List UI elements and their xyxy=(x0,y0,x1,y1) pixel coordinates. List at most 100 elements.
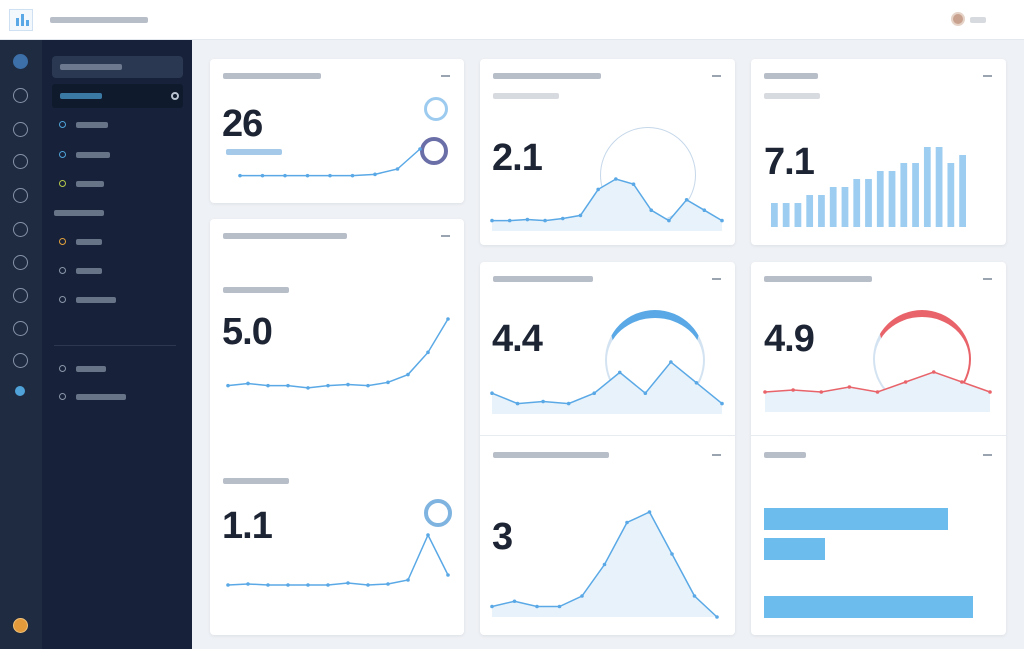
sparkline-a xyxy=(238,147,422,178)
user-name[interactable] xyxy=(970,17,986,23)
icon-rail xyxy=(0,40,42,649)
data-point xyxy=(446,317,450,321)
metric-value: 1.1 xyxy=(222,505,273,547)
sidebar-item-active[interactable] xyxy=(52,84,183,108)
horizontal-bar xyxy=(764,596,974,618)
bar xyxy=(818,195,825,227)
circle-icon xyxy=(59,121,66,128)
data-point xyxy=(306,386,310,390)
layers-icon[interactable] xyxy=(13,222,28,237)
sidebar-item[interactable] xyxy=(52,113,183,137)
data-point xyxy=(625,520,629,525)
data-point xyxy=(246,381,250,386)
data-point xyxy=(238,173,242,178)
area-fill xyxy=(492,179,722,231)
app-logo xyxy=(9,9,33,31)
data-point xyxy=(602,562,607,567)
card-title xyxy=(493,276,593,282)
metric-card-e: 7.1 xyxy=(751,59,1006,245)
data-point xyxy=(631,182,636,186)
metric-card-d: 4.4 3 xyxy=(480,262,735,635)
settings-icon[interactable] xyxy=(13,188,28,203)
data-point xyxy=(763,390,767,394)
sidebar-item[interactable] xyxy=(52,230,183,254)
more-icon[interactable] xyxy=(983,454,992,456)
more-icon[interactable] xyxy=(712,278,721,280)
data-point xyxy=(246,582,250,586)
data-point xyxy=(286,583,290,587)
settings-icon[interactable] xyxy=(171,92,179,100)
data-point xyxy=(406,578,410,582)
bar xyxy=(959,155,966,227)
user-avatar[interactable] xyxy=(951,12,965,26)
metric-value: 7.1 xyxy=(764,141,815,183)
bar xyxy=(794,203,802,227)
sidebar-item[interactable] xyxy=(52,259,183,283)
data-point xyxy=(720,401,724,406)
data-point xyxy=(525,217,530,222)
card-title xyxy=(223,233,347,239)
card-title xyxy=(493,73,601,79)
metric-card-c: 2.1 xyxy=(480,59,735,245)
data-point xyxy=(446,573,450,577)
data-point xyxy=(490,604,494,609)
globe-icon[interactable] xyxy=(13,54,28,69)
area-chart-d-bottom xyxy=(490,510,719,619)
link-icon[interactable] xyxy=(13,255,28,270)
data-point xyxy=(617,370,622,375)
bar-chart-e xyxy=(771,147,966,227)
data-point xyxy=(720,218,724,223)
sidebar-item[interactable] xyxy=(52,288,183,312)
more-icon[interactable] xyxy=(983,75,992,77)
users-icon[interactable] xyxy=(13,122,28,137)
circle-icon xyxy=(59,180,66,187)
card-divider xyxy=(480,435,735,436)
bar xyxy=(841,187,849,227)
section-label xyxy=(223,478,289,484)
bar xyxy=(923,147,931,227)
card-title xyxy=(764,276,872,282)
tools-icon[interactable] xyxy=(13,353,28,368)
data-point xyxy=(418,147,422,151)
more-icon[interactable] xyxy=(983,278,992,280)
data-point xyxy=(366,583,370,587)
sidebar-search[interactable] xyxy=(52,56,183,78)
sidebar-item[interactable] xyxy=(52,172,183,196)
share-icon[interactable] xyxy=(13,321,28,336)
sidebar-item[interactable] xyxy=(52,357,183,381)
data-point xyxy=(566,401,571,406)
circle-icon xyxy=(59,365,66,372)
data-point xyxy=(647,510,652,514)
area-fill xyxy=(492,362,722,414)
data-point xyxy=(988,390,992,394)
section-title xyxy=(764,452,806,458)
globe-alt-icon[interactable] xyxy=(13,288,28,303)
bar xyxy=(853,179,861,227)
line-chart-f-top xyxy=(763,370,992,412)
progress-ring xyxy=(420,137,448,165)
data-point xyxy=(614,177,618,181)
sidebar-item[interactable] xyxy=(52,385,183,409)
chart-icon[interactable] xyxy=(13,154,28,169)
bar xyxy=(865,179,872,227)
dashboard-icon[interactable] xyxy=(13,88,28,103)
data-point xyxy=(266,383,270,388)
more-icon[interactable] xyxy=(441,235,450,237)
more-icon[interactable] xyxy=(712,454,721,456)
sidebar xyxy=(42,40,192,649)
more-icon[interactable] xyxy=(712,75,721,77)
bar xyxy=(876,171,884,227)
bar xyxy=(771,203,778,227)
sidebar-item[interactable] xyxy=(52,143,183,167)
bar xyxy=(947,163,955,227)
card-title xyxy=(223,73,321,79)
metric-card-f: 4.9 xyxy=(751,262,1006,635)
more-icon[interactable] xyxy=(441,75,450,77)
data-point xyxy=(694,381,699,385)
profile-avatar[interactable] xyxy=(13,618,28,633)
data-point xyxy=(702,208,707,212)
earth-icon[interactable] xyxy=(15,386,25,396)
metric-value: 2.1 xyxy=(492,137,543,179)
line-chart-d-top xyxy=(490,360,724,414)
metric-value: 3 xyxy=(492,516,513,558)
